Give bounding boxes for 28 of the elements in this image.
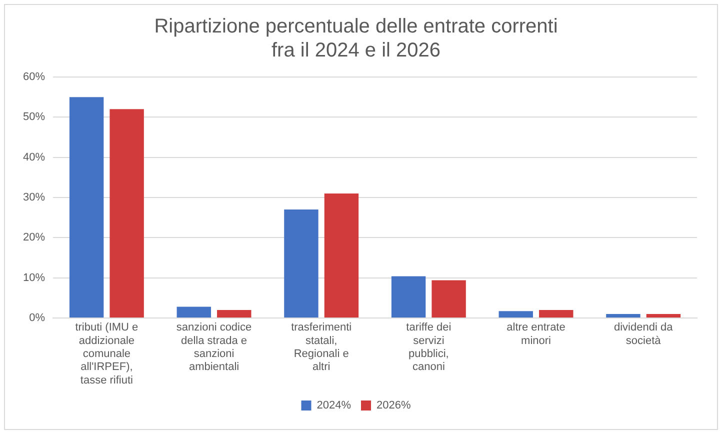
- y-tick-label: 50%: [22, 111, 46, 124]
- bar: [217, 310, 252, 318]
- bar: [391, 276, 426, 318]
- bar: [539, 310, 574, 318]
- bar: [606, 314, 640, 318]
- y-tick-label: 30%: [22, 192, 46, 204]
- x-tick-label: trasferimenti statali, Regionali e altri: [291, 322, 352, 374]
- bar: [432, 280, 466, 318]
- y-tick-label: 40%: [22, 151, 46, 164]
- bar: [176, 306, 211, 318]
- bar: [498, 311, 533, 318]
- y-tick-label: 20%: [22, 232, 46, 244]
- bar: [110, 109, 144, 318]
- x-tick-label: tributi (IMU e addizionale comunale all'IRPEF), tasse rifiuti: [75, 322, 138, 386]
- bar: [646, 314, 681, 318]
- y-tick-label: 10%: [22, 272, 46, 284]
- x-tick-label: sanzioni codice della strada e sanzioni ambientali: [176, 322, 252, 374]
- y-tick-label: 0%: [29, 312, 46, 324]
- legend-label: 2024%: [316, 400, 352, 412]
- bar: [284, 210, 318, 318]
- x-tick-label: altre entrate minori: [506, 322, 566, 347]
- x-tick-label: tariffe dei servizi pubblici, canoni: [406, 322, 452, 374]
- bar: [69, 97, 104, 318]
- legend-label: 2026%: [376, 400, 411, 412]
- x-tick-label: dividendi da società: [614, 322, 674, 347]
- chart-title: Ripartizione percentuale delle entrate correnti fra il 2024 e il 2026: [154, 16, 558, 62]
- y-tick-label: 60%: [22, 71, 46, 84]
- bar: [324, 193, 359, 318]
